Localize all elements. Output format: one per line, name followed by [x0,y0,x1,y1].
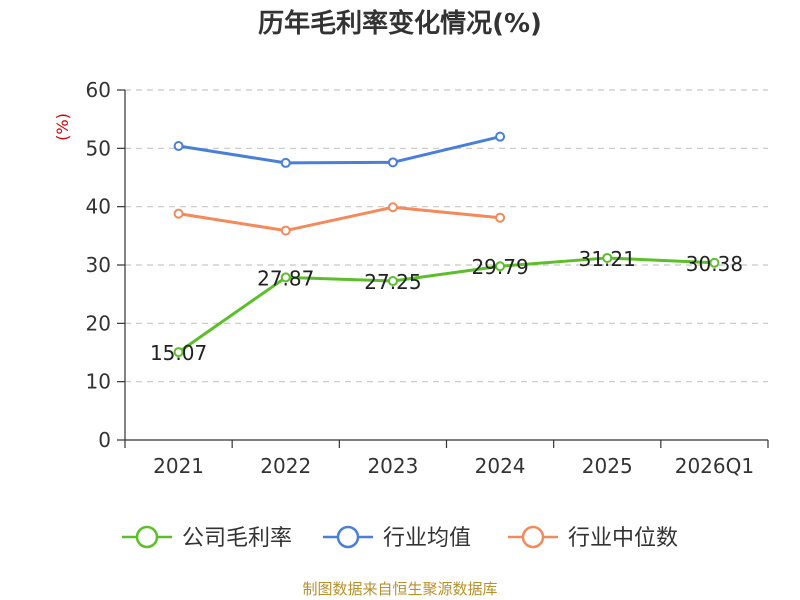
y-tick-label: 10 [86,370,111,394]
data-label: 29.79 [471,255,528,279]
data-point [387,157,398,168]
data-point [495,131,506,142]
legend: 公司毛利率 行业均值 行业中位数 [122,525,678,551]
data-label: 27.87 [257,266,314,290]
y-tick-label: 60 [86,78,111,102]
chart-title: 历年毛利率变化情况(%) [258,8,542,39]
y-tick-label: 40 [86,195,111,219]
legend-marker [521,525,545,549]
legend-marker [336,525,360,549]
y-axis-label: (%) [53,113,72,141]
x-tick-label: 2022 [260,454,311,478]
data-point [709,257,720,268]
y-tick-label: 0 [98,428,111,452]
data-point [280,272,291,283]
data-point [387,276,398,287]
x-tick-label: 2024 [475,454,526,478]
series-line [177,256,715,354]
series-line [178,135,501,165]
legend-marker [135,525,159,549]
x-tick-label: 2021 [153,454,204,478]
series-layer: 15.07 27.87 27.25 29.79 31.21 30.38 [150,131,743,365]
data-point [173,347,184,358]
legend-label: 公司毛利率 [182,526,292,551]
y-tick-label: 50 [86,136,111,160]
data-point [495,212,506,223]
legend-label: 行业均值 [383,526,471,551]
source-note: 制图数据来自恒生聚源数据库 [302,580,497,598]
data-point [387,202,398,213]
data-label: 31.21 [579,247,636,271]
y-tick-label: 20 [86,311,111,335]
data-point [173,208,184,219]
x-tick-label: 2023 [367,454,418,478]
data-point [173,141,184,151]
data-label: 30.38 [686,252,743,276]
data-point [495,261,506,272]
data-point [280,157,291,168]
axes: 0 10 20 30 40 50 60 2021 2022 2023 2024 2025 2026Q1 [86,78,769,478]
x-tick-label: 2025 [582,454,633,478]
data-label: 15.07 [150,341,207,365]
data-point [602,252,613,263]
x-tick-label: 2026Q1 [675,454,754,478]
data-label: 27.25 [364,270,421,294]
series-line [178,205,501,233]
legend-label: 行业中位数 [568,526,678,551]
y-tick-label: 30 [86,253,111,277]
gridlines [125,89,768,383]
data-point [280,225,291,236]
